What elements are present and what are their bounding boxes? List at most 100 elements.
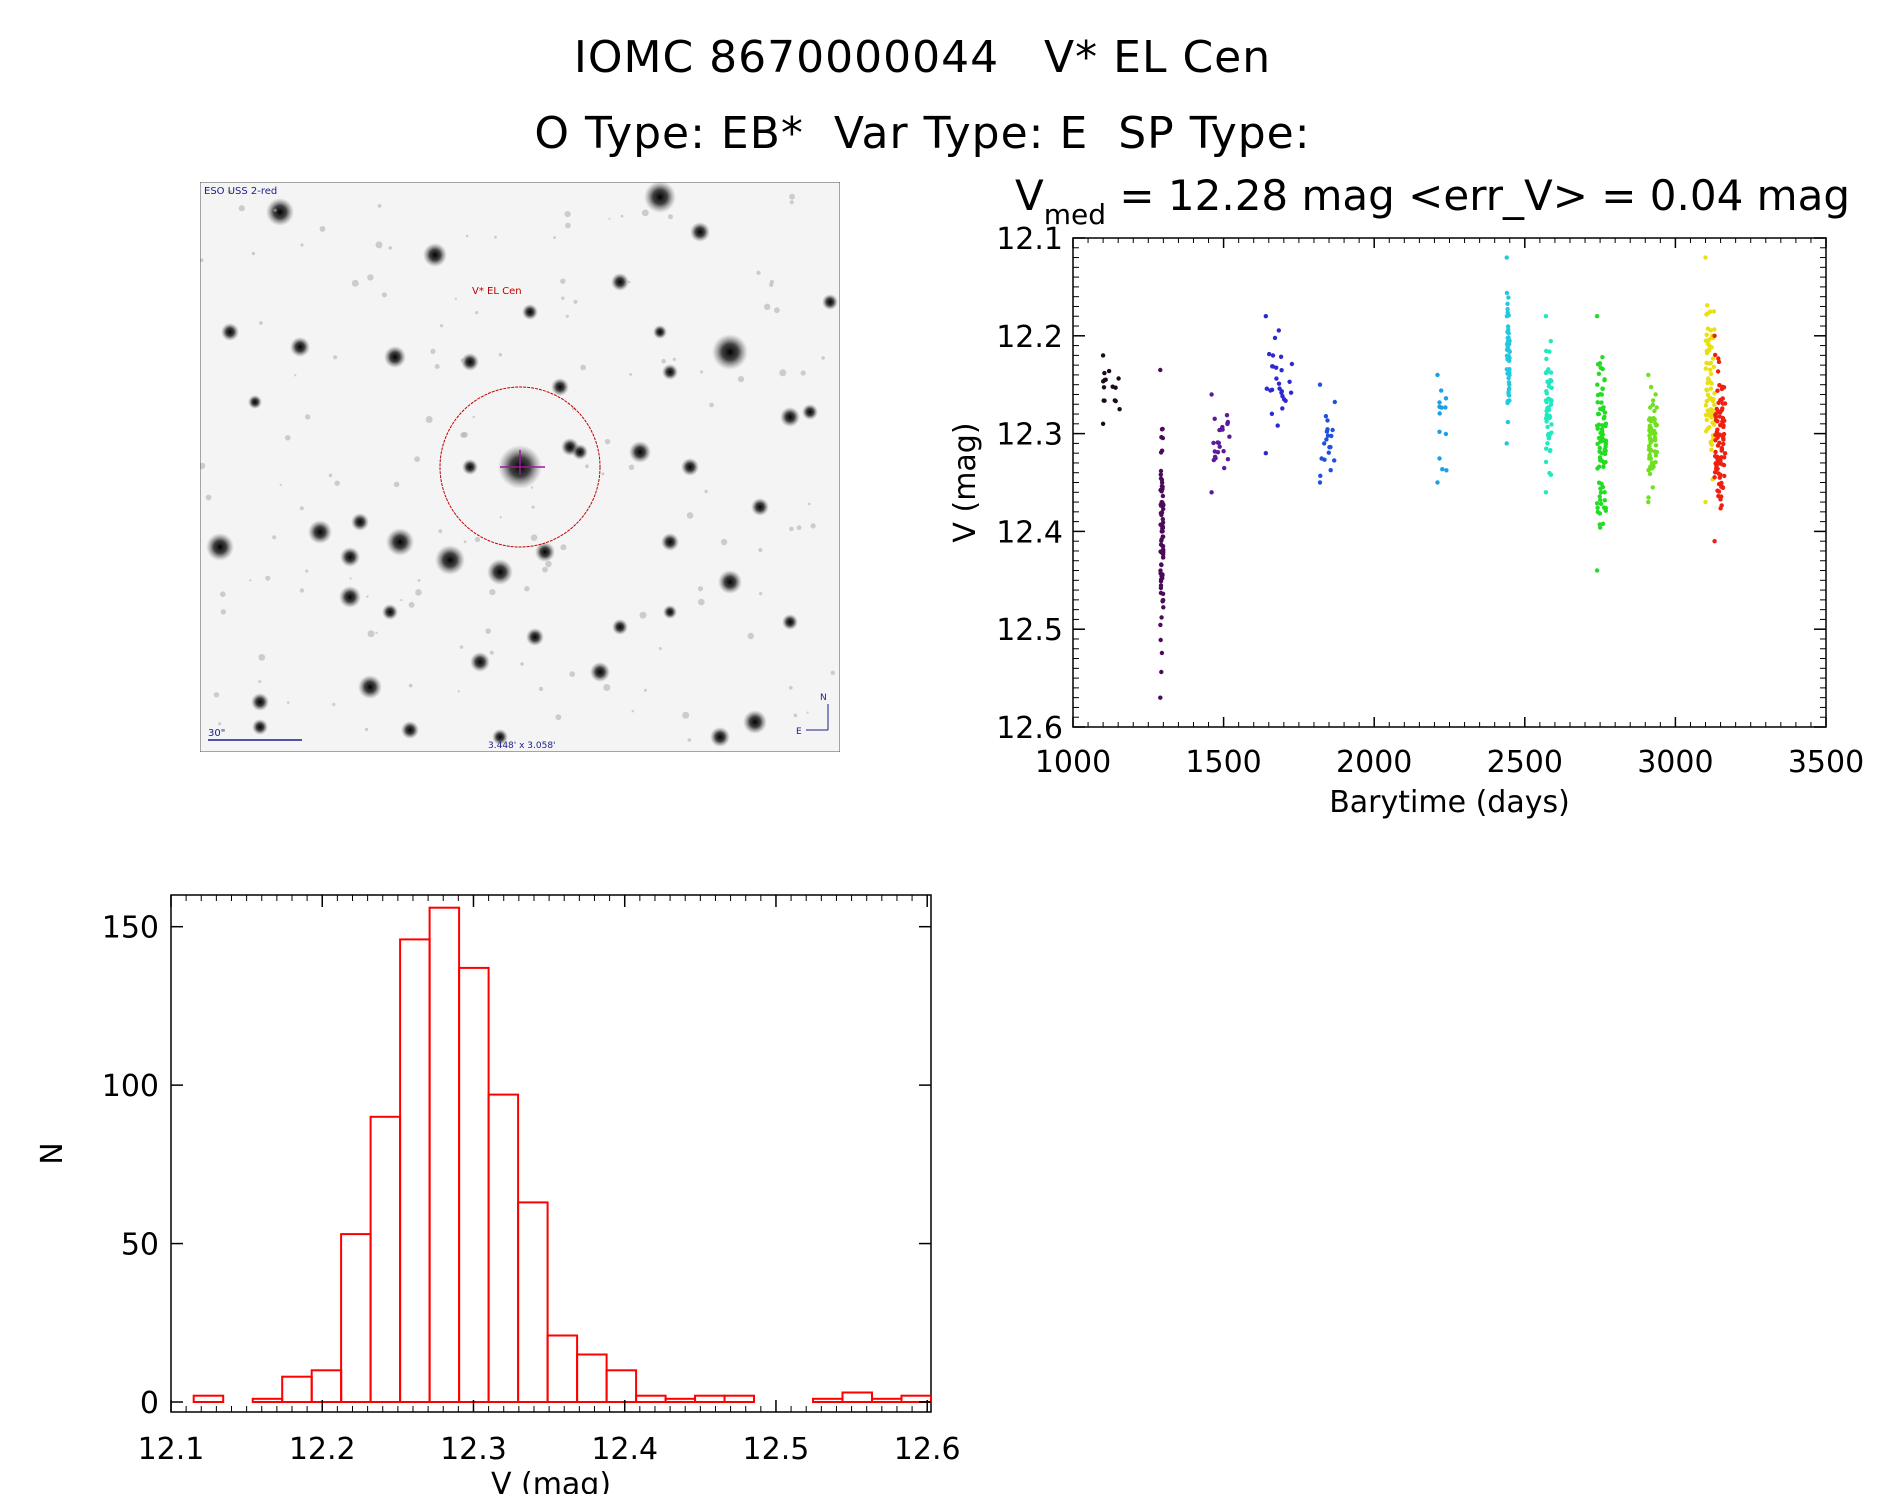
faint-star	[569, 671, 575, 677]
lc-point	[1100, 353, 1106, 358]
faint-star	[530, 486, 534, 489]
faint-star	[756, 270, 761, 275]
star	[401, 721, 419, 739]
lc-point	[1504, 367, 1510, 372]
svg-text:E: E	[796, 727, 802, 737]
lc-point	[1505, 324, 1511, 329]
lc-point	[1649, 418, 1654, 424]
lc-point	[1159, 510, 1165, 515]
hist-xtick-label: 12.6	[894, 1432, 961, 1467]
star	[266, 198, 294, 226]
faint-star	[687, 738, 692, 742]
faint-star	[273, 208, 277, 212]
faint-star	[220, 591, 226, 597]
faint-star	[457, 690, 460, 693]
lc-point	[1159, 562, 1164, 568]
hist-ytick-label: 50	[121, 1228, 159, 1263]
lc-point	[1705, 392, 1711, 398]
lc-point	[1716, 471, 1721, 476]
hist-bar	[369, 1115, 402, 1404]
lc-point	[1101, 379, 1106, 384]
star	[653, 325, 667, 339]
faint-star	[698, 598, 705, 606]
lc-point	[1264, 386, 1270, 391]
lc-point	[1602, 447, 1608, 452]
lc-point	[1714, 466, 1719, 471]
faint-star	[627, 280, 631, 284]
lc-point	[1159, 615, 1164, 620]
hist-bar	[458, 966, 490, 1404]
lc-point	[1648, 384, 1654, 390]
lc-point	[1437, 404, 1442, 409]
lc-point	[1543, 490, 1549, 495]
faint-star	[333, 355, 338, 360]
lc-point	[1212, 449, 1218, 454]
hist-bar	[635, 1394, 667, 1403]
star	[710, 727, 730, 747]
faint-star	[565, 222, 571, 229]
faint-star	[580, 364, 586, 371]
lc-point	[1212, 454, 1218, 459]
lc-point	[1544, 391, 1550, 396]
lc-point	[1599, 427, 1605, 432]
lc-point	[1705, 380, 1710, 386]
lc-point	[1217, 444, 1222, 449]
lc-point	[1110, 384, 1115, 389]
faint-star	[285, 435, 291, 441]
hist-xlabel: V (mag)	[491, 1467, 611, 1494]
star	[611, 273, 629, 291]
lc-point	[1705, 303, 1710, 308]
lc-point	[1599, 400, 1604, 405]
lc-point	[1161, 605, 1166, 610]
lc-point	[1722, 473, 1727, 479]
scale-label: 30"	[208, 728, 225, 739]
star	[470, 652, 490, 672]
faint-star	[658, 647, 662, 650]
lc-point	[1158, 585, 1164, 591]
faint-star	[643, 688, 647, 692]
svg-text:N: N	[820, 693, 827, 703]
lc-point	[1325, 418, 1330, 423]
lc-point	[1329, 433, 1334, 439]
faint-star	[461, 431, 468, 438]
hist-bar	[399, 938, 431, 1404]
lc-point	[1598, 501, 1604, 506]
faint-star	[758, 547, 763, 553]
lc-point	[1654, 449, 1660, 455]
lc-point	[1597, 494, 1602, 499]
lc-point	[1506, 295, 1511, 300]
lc-xtick-label: 3500	[1788, 745, 1864, 780]
lc-xlabel: Barytime (days)	[1329, 785, 1570, 820]
lc-point	[1160, 576, 1165, 581]
lc-point	[1106, 368, 1112, 374]
faint-star	[408, 683, 413, 688]
lc-point	[1505, 357, 1510, 362]
lc-ytick-label: 12.2	[996, 320, 1063, 355]
faint-star	[498, 353, 502, 357]
hist-xtick-label: 12.5	[743, 1432, 810, 1467]
hist-bar	[192, 1394, 225, 1403]
faint-star	[213, 692, 220, 698]
lc-point	[1506, 387, 1512, 392]
lc-point	[1716, 481, 1722, 487]
lc-point	[1720, 396, 1726, 401]
faint-star	[251, 251, 256, 256]
faint-star	[249, 579, 252, 582]
faint-star	[475, 311, 479, 315]
lc-point	[1703, 255, 1708, 260]
hist-bar	[546, 1334, 579, 1403]
lc-point	[1274, 376, 1279, 381]
star	[663, 605, 677, 619]
star	[487, 559, 513, 585]
faint-star	[328, 473, 333, 478]
lc-point	[1650, 398, 1656, 403]
star	[661, 533, 679, 551]
hist-bar	[310, 1369, 343, 1404]
faint-star	[408, 601, 415, 608]
lc-point	[1160, 484, 1165, 489]
finder-chart: ESO USS 2-red V* EL Cen 30" 3.448' x 3.0…	[200, 182, 840, 752]
lc-point	[1647, 471, 1653, 477]
faint-star	[485, 628, 492, 634]
lc-point	[1703, 499, 1708, 505]
hist-bar	[723, 1394, 755, 1403]
